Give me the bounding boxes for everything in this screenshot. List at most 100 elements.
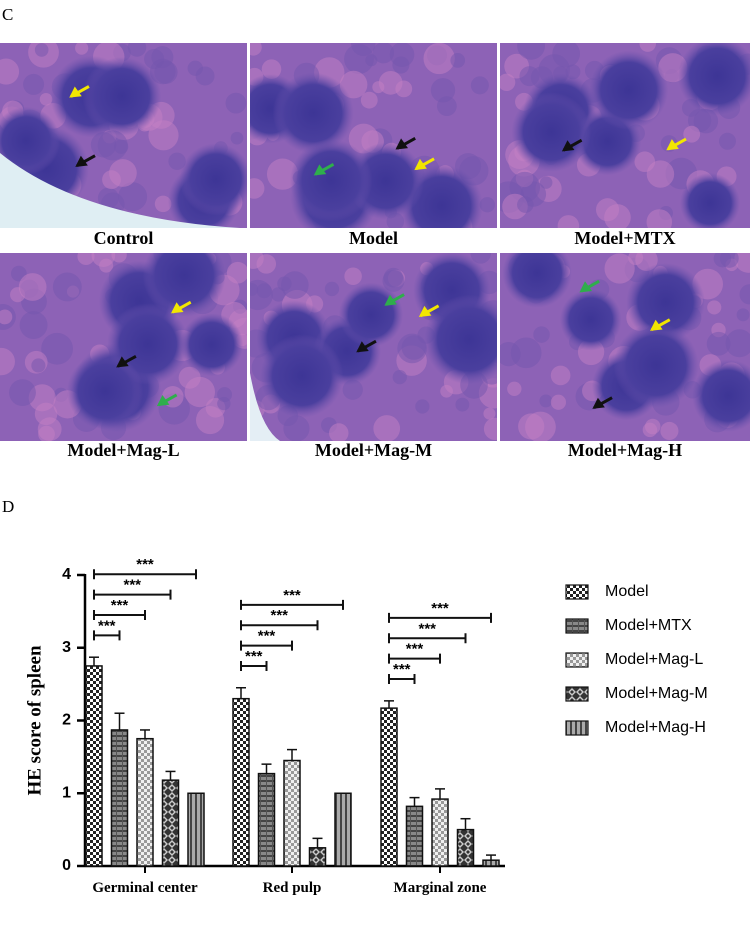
y-tick-label: 0 bbox=[62, 857, 71, 874]
bar bbox=[257, 772, 276, 867]
significance-bracket bbox=[93, 569, 197, 580]
bar bbox=[110, 729, 129, 867]
significance-label: *** bbox=[393, 661, 411, 678]
speck bbox=[707, 300, 722, 315]
legend-label: Model+Mag-L bbox=[605, 651, 703, 668]
arrow-head bbox=[561, 140, 575, 152]
speck bbox=[329, 423, 349, 441]
bar bbox=[136, 737, 154, 867]
speck bbox=[660, 421, 679, 441]
speck bbox=[271, 287, 286, 302]
tissue bbox=[0, 253, 247, 441]
speck bbox=[154, 195, 172, 213]
micrograph bbox=[250, 253, 497, 441]
speck bbox=[34, 43, 49, 57]
speck bbox=[483, 407, 496, 420]
significance-bracket bbox=[240, 620, 319, 631]
micrograph bbox=[250, 43, 497, 228]
follicle bbox=[692, 359, 750, 432]
bar bbox=[232, 697, 250, 867]
speck bbox=[395, 80, 413, 98]
image-caption: Model+Mag-M bbox=[315, 440, 432, 460]
legend-label: Model bbox=[605, 583, 649, 600]
legend-label: Model+MTX bbox=[605, 617, 692, 634]
speck bbox=[372, 81, 385, 94]
bar bbox=[482, 859, 500, 867]
follicle bbox=[0, 106, 61, 176]
speck bbox=[168, 152, 186, 170]
speck bbox=[533, 326, 550, 343]
micrograph bbox=[0, 43, 247, 228]
speck bbox=[41, 332, 73, 365]
image-caption: Model+MTX bbox=[574, 228, 675, 248]
speck bbox=[0, 309, 13, 325]
bar bbox=[431, 798, 449, 867]
significance-bracket bbox=[93, 589, 172, 600]
speck bbox=[178, 366, 201, 389]
speck bbox=[9, 379, 36, 407]
arrow-head bbox=[414, 158, 427, 171]
image-caption: Model+Mag-H bbox=[568, 440, 682, 460]
speck bbox=[0, 58, 20, 85]
speck bbox=[23, 73, 45, 95]
speck bbox=[97, 130, 128, 161]
speck bbox=[401, 335, 426, 360]
legend-swatch bbox=[565, 720, 589, 736]
micrograph bbox=[500, 43, 750, 228]
speck bbox=[77, 253, 95, 266]
speck bbox=[372, 43, 395, 64]
speck bbox=[373, 415, 401, 441]
speck bbox=[261, 59, 282, 79]
speck bbox=[510, 337, 542, 369]
speck bbox=[18, 273, 47, 301]
speck bbox=[646, 160, 675, 188]
speck bbox=[383, 267, 404, 288]
significance-bracket bbox=[240, 640, 293, 651]
micrographs: Control Model Model+MTX Model+Mag-L Model+Ma… bbox=[0, 43, 750, 460]
speck bbox=[517, 43, 546, 60]
legend-swatch bbox=[565, 584, 589, 600]
arrow-head bbox=[384, 294, 397, 306]
significance-label: *** bbox=[136, 556, 154, 573]
significance-label: *** bbox=[270, 607, 288, 624]
follicle bbox=[289, 139, 373, 222]
follicle bbox=[626, 262, 705, 342]
speck bbox=[230, 131, 244, 145]
speck bbox=[539, 394, 553, 408]
significance-label: *** bbox=[245, 648, 263, 665]
significance-label: *** bbox=[406, 641, 424, 658]
void bbox=[250, 373, 280, 441]
speck bbox=[360, 91, 378, 109]
bar bbox=[85, 665, 103, 867]
significance-bracket bbox=[388, 612, 492, 623]
image-caption: Control bbox=[94, 228, 154, 248]
image-caption: Model bbox=[349, 228, 398, 248]
follicle bbox=[588, 50, 669, 130]
significance-label: *** bbox=[283, 587, 301, 604]
speck bbox=[604, 253, 635, 284]
speck bbox=[52, 272, 82, 302]
y-axis-label: HE score of spleen bbox=[24, 645, 45, 795]
tissue bbox=[0, 43, 247, 228]
significance-label: *** bbox=[111, 597, 129, 614]
follicle bbox=[180, 313, 244, 377]
y-tick-label: 1 bbox=[62, 784, 71, 801]
follicle bbox=[66, 353, 144, 430]
speck bbox=[0, 347, 15, 376]
speck bbox=[725, 329, 750, 358]
speck bbox=[436, 96, 457, 116]
follicle bbox=[677, 43, 750, 116]
legend-swatch bbox=[565, 618, 589, 634]
speck bbox=[455, 397, 470, 412]
speck bbox=[557, 215, 580, 228]
speck bbox=[250, 178, 265, 199]
follicle bbox=[613, 322, 699, 408]
speck bbox=[500, 73, 516, 92]
speck bbox=[365, 54, 378, 67]
speck bbox=[719, 132, 736, 150]
bar bbox=[380, 707, 398, 867]
arrow-head bbox=[650, 319, 663, 331]
arrow-head bbox=[592, 397, 605, 409]
significance-bracket bbox=[93, 610, 146, 621]
